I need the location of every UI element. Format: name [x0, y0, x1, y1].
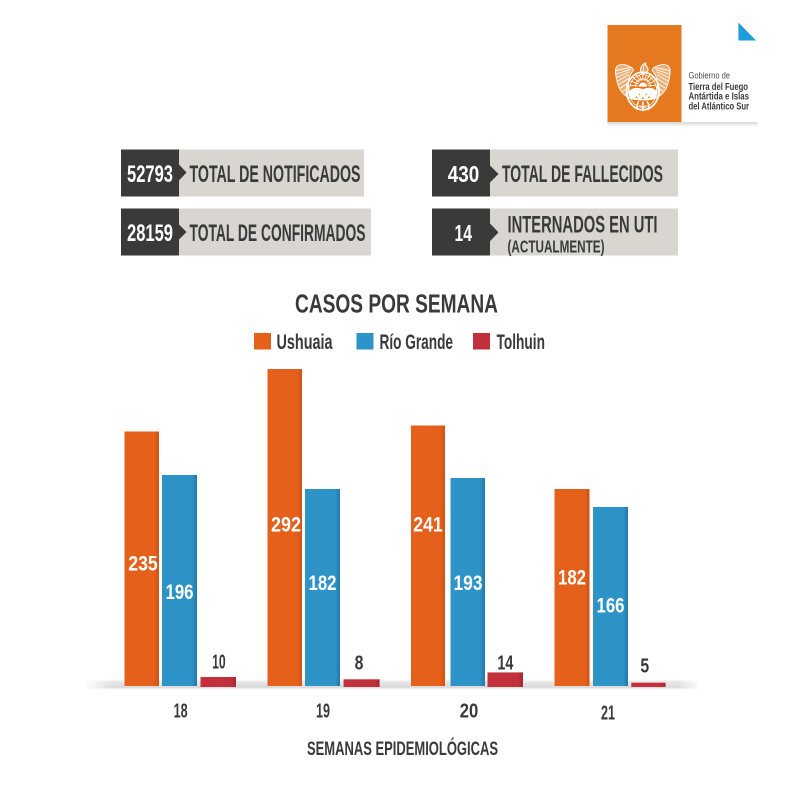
svg-text:10: 10 [212, 651, 226, 673]
svg-text:20: 20 [460, 700, 479, 722]
svg-text:182: 182 [309, 571, 337, 595]
svg-text:INTERNADOS EN UTI: INTERNADOS EN UTI [508, 211, 658, 238]
svg-text:196: 196 [166, 580, 194, 604]
svg-text:14: 14 [497, 652, 513, 674]
svg-text:166: 166 [597, 594, 625, 618]
svg-text:Río Grande: Río Grande [380, 330, 454, 354]
svg-text:CASOS POR SEMANA: CASOS POR SEMANA [295, 291, 498, 319]
svg-text:(ACTUALMENTE): (ACTUALMENTE) [508, 236, 605, 256]
svg-text:21: 21 [601, 703, 615, 725]
svg-text:Ushuaia: Ushuaia [277, 330, 333, 354]
svg-text:del Atlántico Sur: del Atlántico Sur [689, 101, 750, 112]
svg-text:Tierra del Fuego: Tierra del Fuego [689, 82, 749, 93]
svg-text:8: 8 [355, 652, 364, 674]
svg-text:235: 235 [128, 551, 158, 575]
svg-text:18: 18 [174, 700, 188, 722]
svg-text:430: 430 [448, 161, 480, 187]
svg-text:28159: 28159 [127, 220, 173, 247]
svg-text:Gobierno de: Gobierno de [689, 71, 731, 81]
svg-text:TOTAL DE CONFIRMADOS: TOTAL DE CONFIRMADOS [190, 220, 366, 247]
svg-text:292: 292 [271, 512, 301, 536]
svg-text:TOTAL DE NOTIFICADOS: TOTAL DE NOTIFICADOS [190, 161, 361, 188]
svg-text:19: 19 [316, 700, 330, 722]
svg-text:5: 5 [640, 655, 649, 677]
svg-text:52793: 52793 [127, 161, 173, 188]
svg-text:Antártida e Islas: Antártida e Islas [689, 92, 750, 103]
svg-text:14: 14 [454, 220, 472, 246]
svg-text:182: 182 [558, 565, 586, 589]
svg-text:TOTAL DE FALLECIDOS: TOTAL DE FALLECIDOS [502, 161, 663, 188]
svg-text:SEMANAS EPIDEMIOLÓGICAS: SEMANAS EPIDEMIOLÓGICAS [307, 738, 498, 760]
svg-text:193: 193 [454, 571, 483, 595]
svg-text:Tolhuin: Tolhuin [497, 330, 546, 354]
svg-text:241: 241 [413, 513, 443, 537]
